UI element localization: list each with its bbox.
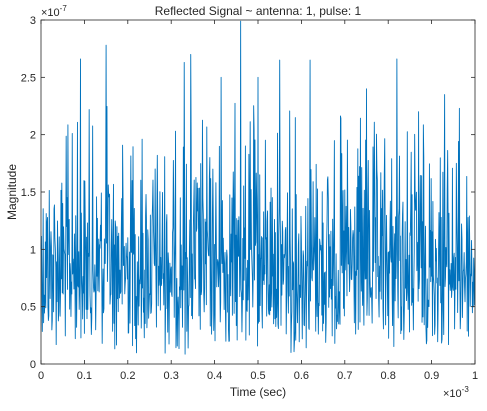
x-tick-label: 0.8 [381, 370, 396, 382]
y-tick-label: 1 [30, 244, 36, 256]
x-tick-label: 0.7 [337, 370, 352, 382]
x-exponent-power: -3 [462, 385, 470, 394]
y-tick-label: 2.5 [21, 72, 36, 84]
y-tick-label: 0 [30, 359, 36, 371]
x-tick-label: 0.9 [424, 370, 439, 382]
y-tick-label: 0.5 [21, 302, 36, 314]
x-tick-label: 0 [38, 370, 44, 382]
x-exponent: ×10-3 [443, 385, 469, 400]
x-axis-label: Time (sec) [230, 385, 286, 399]
chart-title: Reflected Signal ~ antenna: 1, pulse: 1 [155, 4, 362, 18]
y-tick-label: 3 [30, 15, 36, 27]
series-line [40, 20, 476, 355]
x-tick-label: 0.4 [207, 370, 222, 382]
y-exponent-power: -7 [60, 4, 68, 13]
series-layer [40, 20, 476, 355]
x-tick-label: 1 [472, 370, 478, 382]
x-tick-label: 0.3 [164, 370, 179, 382]
x-tick-label: 0.5 [250, 370, 265, 382]
y-exponent-base: ×10 [41, 7, 60, 19]
ticks-layer: 0 0.1 0.2 0.3 0.4 0.5 0.6 0.7 0.8 0.9 1 0 0.5 1 1.5 2 2.… [21, 15, 478, 382]
y-tick-label: 1.5 [21, 187, 36, 199]
x-exponent-base: ×10 [443, 388, 462, 400]
y-exponent: ×10-7 [41, 4, 67, 19]
y-axis-label: Magnitude [5, 164, 19, 220]
x-tick-label: 0.1 [77, 370, 92, 382]
y-tick-label: 2 [30, 130, 36, 142]
x-tick-label: 0.2 [120, 370, 135, 382]
x-tick-label: 0.6 [294, 370, 309, 382]
